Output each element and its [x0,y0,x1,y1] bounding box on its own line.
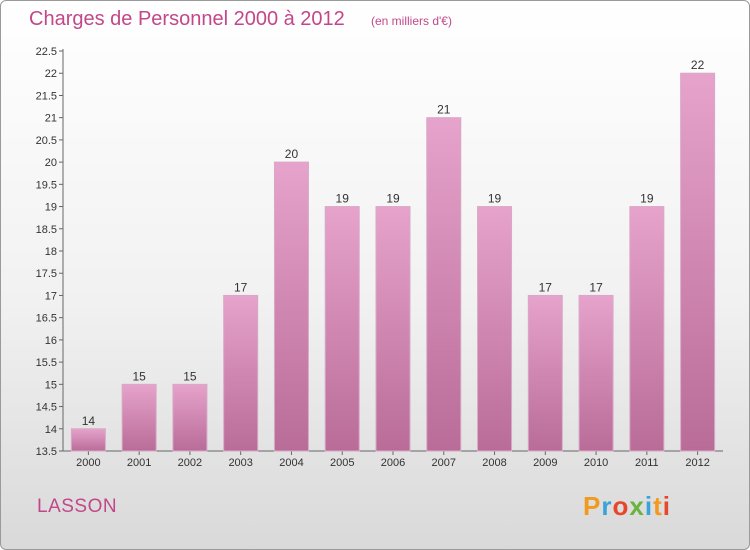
logo-letter: i [644,491,654,521]
data-label: 19 [386,192,400,206]
chart-title: Charges de Personnel 2000 à 2012 [29,8,345,30]
bar [527,294,563,452]
y-tick-label: 15 [45,379,57,391]
y-tick-label: 13.5 [36,446,57,458]
bar [629,206,665,452]
bar [273,161,309,452]
bar [375,206,411,452]
logo-letter: r [601,491,613,521]
logo-letter: x [629,491,645,521]
x-tick-label: 2002 [178,457,202,469]
x-tick-label: 2001 [127,457,151,469]
bar [223,294,259,452]
x-tick-label: 2003 [228,457,252,469]
data-label: 19 [336,192,350,206]
y-tick-label: 21.5 [36,90,57,102]
y-tick-label: 14.5 [36,402,57,414]
y-tick-label: 20 [45,157,57,169]
bar [172,383,208,452]
x-tick-label: 2007 [432,457,456,469]
bar [426,117,462,452]
chart-bars [70,72,716,452]
y-tick-label: 21 [45,113,57,125]
bar [477,206,513,452]
y-tick-label: 22.5 [36,46,57,58]
logo-letter: o [612,491,630,521]
y-tick-label: 22 [45,68,57,80]
bar [680,72,716,452]
data-label: 17 [589,280,603,294]
x-tick-label: 2004 [279,457,303,469]
bar [121,383,157,452]
logo-letter: i [662,491,671,521]
x-tick-label: 2005 [330,457,354,469]
x-tick-label: 2009 [533,457,557,469]
x-tick-label: 2012 [685,457,709,469]
commune-name: LASSON [37,496,118,517]
x-tick-label: 2000 [76,457,100,469]
x-tick-label: 2008 [482,457,506,469]
y-tick-label: 18 [45,246,57,258]
proxiti-logo[interactable]: Proxiti [583,491,671,522]
bar [70,428,106,452]
y-tick-label: 17 [45,290,57,302]
y-tick-label: 16 [45,335,57,347]
data-label: 19 [640,192,654,206]
logo-letter: P [583,491,602,521]
data-label: 14 [82,414,96,428]
data-label: 21 [437,103,451,117]
x-tick-label: 2011 [635,457,659,469]
y-tick-label: 18.5 [36,224,57,236]
bar [324,206,360,452]
y-tick-label: 19 [45,202,57,214]
data-label: 17 [234,280,248,294]
data-label: 15 [183,369,197,383]
x-tick-label: 2010 [584,457,608,469]
data-label: 22 [691,58,705,72]
bar [578,294,614,452]
logo-letter: t [653,491,663,521]
data-label: 19 [488,192,502,206]
y-tick-label: 20.5 [36,135,57,147]
x-tick-label: 2006 [381,457,405,469]
data-label: 17 [539,280,553,294]
data-label: 20 [285,147,299,161]
data-label: 15 [132,369,146,383]
chart-labels: 2000 14 2001 15 2002 15 2003 17 2004 20 2005 19 2006… [76,58,710,469]
y-tick-label: 19.5 [36,179,57,191]
y-tick-label: 15.5 [36,357,57,369]
y-tick-label: 16.5 [36,313,57,325]
chart-subtitle: (en milliers d'€) [371,14,452,28]
y-tick-label: 17.5 [36,268,57,280]
y-tick-label: 14 [45,424,57,436]
